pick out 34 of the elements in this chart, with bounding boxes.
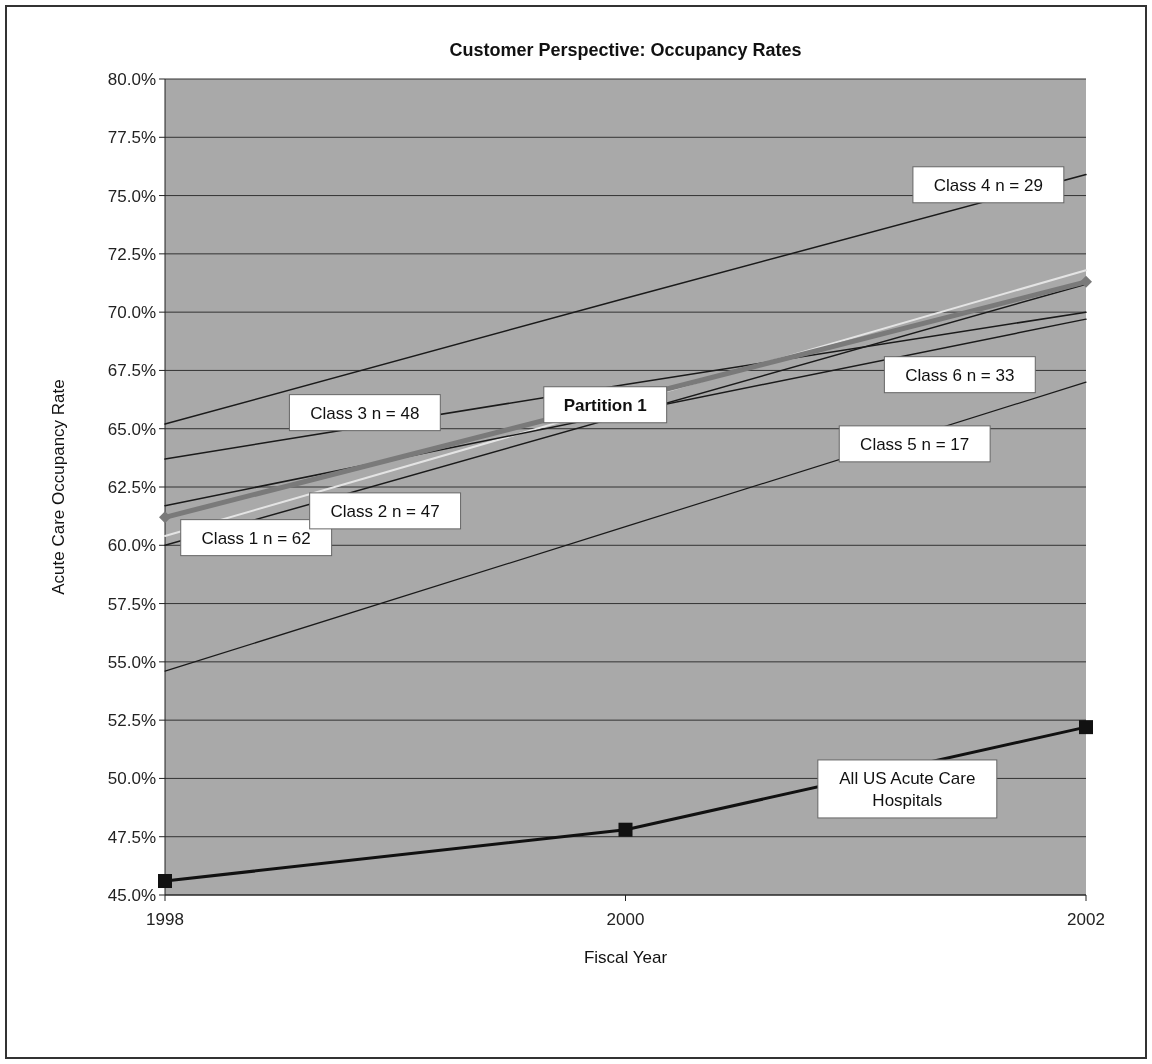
series-label: Class 2 n = 47 — [330, 501, 440, 521]
y-tick-label: 47.5% — [107, 827, 156, 847]
series-label: All US Acute Care Hospitals — [839, 768, 976, 810]
y-tick-label: 55.0% — [107, 652, 156, 672]
x-tick-label: 1998 — [146, 910, 184, 929]
series-label: Class 3 n = 48 — [310, 403, 420, 423]
series-label: Partition 1 — [563, 395, 647, 415]
y-tick-label: 60.0% — [107, 536, 156, 556]
y-tick-label: 50.0% — [107, 769, 156, 789]
y-axis-title: Acute Care Occupancy Rate — [49, 379, 68, 595]
y-tick-label: 77.5% — [107, 128, 156, 148]
y-tick-label: 62.5% — [107, 477, 156, 497]
y-tick-label: 72.5% — [107, 244, 156, 264]
y-tick-label: 65.0% — [107, 419, 156, 439]
y-tick-label: 70.0% — [107, 303, 156, 323]
point — [159, 511, 171, 524]
series-label: Class 1 n = 62 — [201, 528, 311, 548]
series-label: Class 4 n = 29 — [933, 175, 1043, 195]
y-tick-label: 52.5% — [107, 711, 156, 731]
point — [618, 822, 633, 837]
point — [1080, 275, 1092, 288]
y-tick-label: 80.0% — [107, 69, 156, 89]
series-label: Class 5 n = 17 — [860, 434, 970, 454]
point — [1079, 720, 1093, 735]
y-tick-label: 57.5% — [107, 594, 156, 614]
point — [158, 874, 172, 889]
x-tick-label: 2000 — [606, 910, 645, 929]
y-tick-label: 45.0% — [107, 885, 156, 905]
chart-title: Customer Perspective: Occupancy Rates — [449, 40, 802, 60]
y-tick-label: 75.0% — [107, 186, 156, 206]
x-axis-title: Fiscal Year — [583, 948, 668, 967]
x-tick-label: 2002 — [1067, 910, 1105, 929]
series-label: Class 6 n = 33 — [905, 365, 1015, 385]
y-tick-label: 67.5% — [107, 361, 156, 381]
